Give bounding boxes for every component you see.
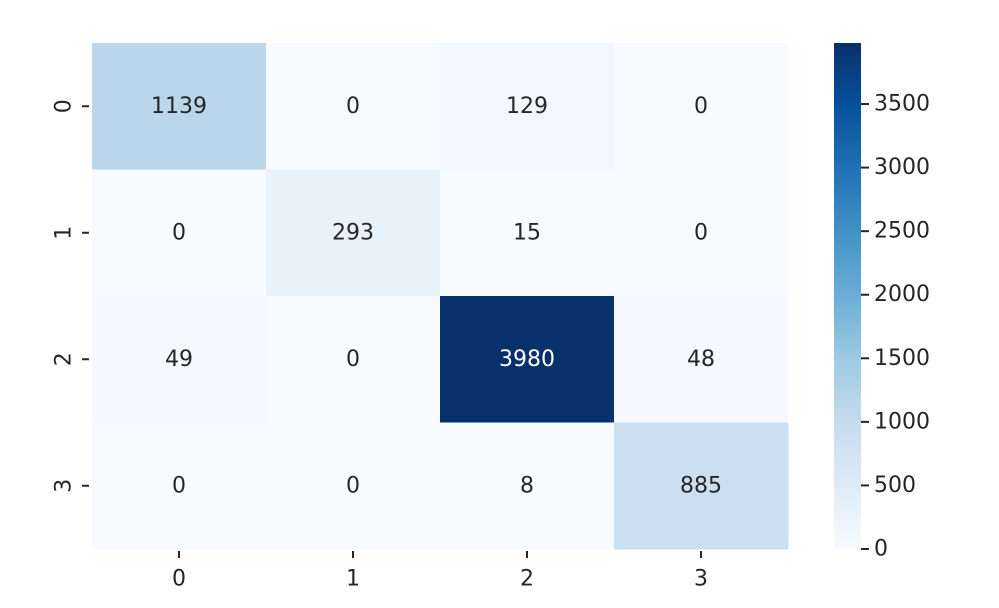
cell-value-r2-c2: 3980 bbox=[499, 347, 555, 372]
heatmap-cell-r0-c2 bbox=[440, 43, 615, 170]
heatmap-cell-r1-c0 bbox=[92, 169, 267, 297]
colorbar: 0 500 1000 1500 2000 2500 3000 3500 bbox=[834, 43, 930, 562]
cell-value-r2-c1: 0 bbox=[346, 347, 360, 372]
heatmap-cell-r3-c1 bbox=[266, 422, 441, 550]
y-tick-label-2: 2 bbox=[52, 352, 77, 366]
heatmap-cell-r2-c3 bbox=[614, 296, 789, 423]
colorbar-tick-label-0: 0 bbox=[874, 537, 888, 562]
x-tick-label-3: 3 bbox=[694, 567, 708, 592]
cell-value-r0-c0: 1139 bbox=[151, 94, 207, 119]
colorbar-tick-label-3: 1500 bbox=[874, 346, 930, 371]
heatmap-cell-r3-c0 bbox=[92, 422, 267, 550]
heatmap-cell-r1-c2 bbox=[440, 169, 615, 297]
heatmap-cell-r1-c3 bbox=[614, 169, 789, 297]
x-tick-label-1: 1 bbox=[346, 567, 360, 592]
cell-value-r3-c2: 8 bbox=[520, 473, 534, 498]
cell-value-r3-c3: 885 bbox=[680, 473, 722, 498]
heatmap-cell-r3-c3 bbox=[614, 422, 789, 550]
colorbar-tick-label-5: 2500 bbox=[874, 219, 930, 244]
y-tick-label-0: 0 bbox=[52, 99, 77, 113]
colorbar-tick-label-1: 500 bbox=[874, 473, 916, 498]
y-tick-label-3: 3 bbox=[52, 479, 77, 493]
cell-value-r1-c2: 15 bbox=[513, 220, 541, 245]
x-axis: 0 1 2 3 bbox=[172, 551, 708, 592]
heatmap-cell-labels: 1139 0 129 0 0 293 15 0 49 0 3980 48 0 0 8 885 bbox=[151, 94, 722, 499]
colorbar-tick-label-7: 3500 bbox=[874, 92, 930, 117]
cell-value-r0-c2: 129 bbox=[506, 94, 548, 119]
heatmap-cells bbox=[92, 43, 789, 550]
cell-value-r1-c1: 293 bbox=[332, 220, 374, 245]
heatmap-cell-r0-c1 bbox=[266, 43, 441, 170]
heatmap-cell-r0-c3 bbox=[614, 43, 789, 170]
x-tick-label-2: 2 bbox=[520, 567, 534, 592]
colorbar-gradient bbox=[834, 43, 861, 549]
cell-value-r3-c1: 0 bbox=[346, 473, 360, 498]
heatmap-cell-r0-c0 bbox=[92, 43, 267, 170]
cell-value-r2-c3: 48 bbox=[687, 347, 715, 372]
y-tick-label-1: 1 bbox=[52, 226, 77, 240]
heatmap-cell-r1-c1 bbox=[266, 169, 441, 297]
cell-value-r2-c0: 49 bbox=[165, 347, 193, 372]
heatmap-cell-r2-c1 bbox=[266, 296, 441, 423]
heatmap-cell-r2-c2 bbox=[440, 296, 615, 423]
heatmap-cell-r2-c0 bbox=[92, 296, 267, 423]
y-axis: 0 1 2 3 bbox=[52, 99, 89, 493]
colorbar-tick-label-4: 2000 bbox=[874, 282, 930, 307]
cell-value-r1-c0: 0 bbox=[172, 220, 186, 245]
colorbar-ticks: 0 500 1000 1500 2000 2500 3000 3500 bbox=[861, 92, 930, 562]
cell-value-r3-c0: 0 bbox=[172, 473, 186, 498]
x-tick-label-0: 0 bbox=[172, 567, 186, 592]
cell-value-r1-c3: 0 bbox=[694, 220, 708, 245]
heatmap-cell-r3-c2 bbox=[440, 422, 615, 550]
colorbar-tick-label-2: 1000 bbox=[874, 409, 930, 434]
cell-value-r0-c3: 0 bbox=[694, 94, 708, 119]
colorbar-tick-label-6: 3000 bbox=[874, 155, 930, 180]
cell-value-r0-c1: 0 bbox=[346, 94, 360, 119]
